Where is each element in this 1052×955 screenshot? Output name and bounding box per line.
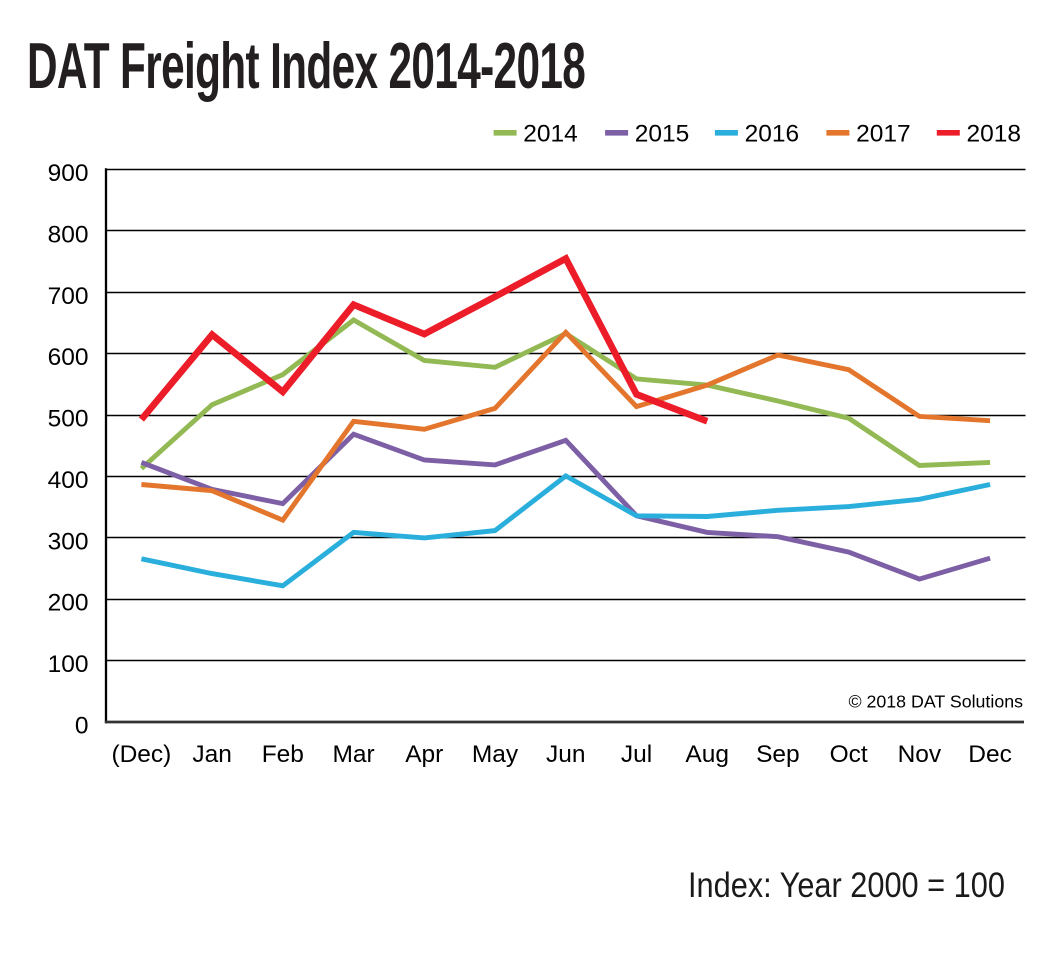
svg-text:300: 300 bbox=[48, 528, 89, 555]
svg-text:700: 700 bbox=[48, 283, 89, 310]
svg-text:2014: 2014 bbox=[523, 121, 578, 148]
svg-text:0: 0 bbox=[75, 713, 89, 740]
svg-text:Feb: Feb bbox=[262, 741, 304, 768]
svg-text:Nov: Nov bbox=[898, 741, 942, 768]
svg-text:200: 200 bbox=[48, 590, 89, 617]
svg-text:Jan: Jan bbox=[192, 741, 232, 768]
svg-text:Aug: Aug bbox=[685, 741, 729, 768]
svg-text:Jul: Jul bbox=[621, 741, 652, 768]
svg-text:Apr: Apr bbox=[405, 741, 443, 768]
svg-text:(Dec): (Dec) bbox=[111, 741, 171, 768]
svg-text:Sep: Sep bbox=[756, 741, 800, 768]
svg-text:Jun: Jun bbox=[546, 741, 586, 768]
svg-text:Dec: Dec bbox=[968, 741, 1012, 768]
svg-text:100: 100 bbox=[48, 651, 89, 678]
svg-text:May: May bbox=[472, 741, 519, 768]
svg-text:© 2018 DAT Solutions: © 2018 DAT Solutions bbox=[848, 692, 1023, 712]
svg-text:600: 600 bbox=[48, 344, 89, 371]
svg-text:400: 400 bbox=[48, 467, 89, 494]
svg-text:900: 900 bbox=[48, 160, 89, 187]
svg-text:Oct: Oct bbox=[830, 741, 868, 768]
svg-text:2018: 2018 bbox=[967, 121, 1022, 148]
svg-text:500: 500 bbox=[48, 406, 89, 433]
svg-text:800: 800 bbox=[48, 221, 89, 248]
svg-text:2015: 2015 bbox=[635, 121, 690, 148]
svg-text:2017: 2017 bbox=[856, 121, 911, 148]
svg-text:Mar: Mar bbox=[332, 741, 374, 768]
svg-text:2016: 2016 bbox=[745, 121, 800, 148]
